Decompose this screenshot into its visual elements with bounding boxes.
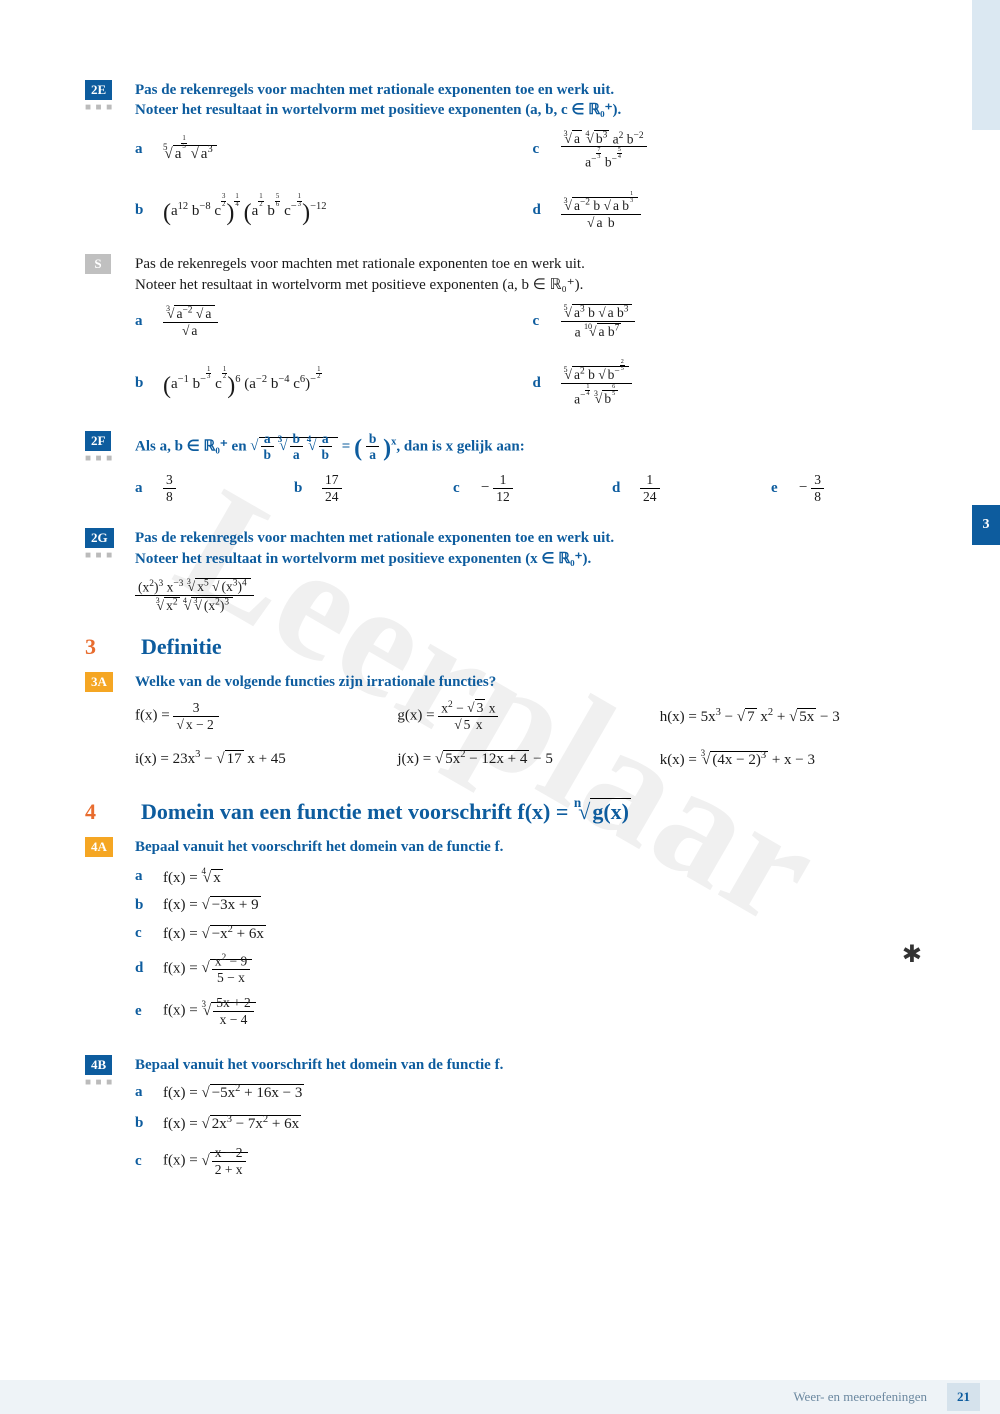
item-letter: c bbox=[135, 925, 153, 942]
exercise-2F: 2F ■ ■ ■ Als a, b ∈ ℝ₀⁺ en ab 3ba 4ab = … bbox=[85, 431, 930, 511]
exercise-2G: 2G ■ ■ ■ Pas de rekenregels voor machten… bbox=[85, 528, 930, 613]
math-expr: 3a−2 aa bbox=[163, 304, 218, 338]
math-expr: h(x) = 5x3 − 7 x2 + 5x − 3 bbox=[660, 707, 840, 726]
math-expr: 124 bbox=[640, 472, 660, 504]
section-heading-3: 3 Definitie bbox=[85, 634, 930, 660]
item-letter: e bbox=[135, 1003, 153, 1020]
item-letter: c bbox=[533, 141, 551, 158]
math-expr: − 38 bbox=[799, 472, 824, 504]
math-expr: 5a15 a3 bbox=[163, 136, 217, 162]
math-expr: 3a 4b3 a2 b−2a−73 b−54 bbox=[561, 129, 647, 171]
page-content: 2E ■ ■ ■ Pas de rekenregels voor machten… bbox=[0, 0, 1000, 1257]
item-letter: a bbox=[135, 141, 153, 158]
math-expr: 38 bbox=[163, 472, 176, 504]
math-expr: 3a−2 b a b13a b bbox=[561, 191, 642, 231]
math-expr: f(x) = −3x + 9 bbox=[163, 897, 261, 914]
item-letter: c bbox=[533, 313, 551, 330]
math-expr: j(x) = 5x2 − 12x + 4 − 5 bbox=[397, 749, 553, 768]
item-letter: c bbox=[135, 1153, 153, 1170]
exercise-S: S Pas de rekenregels voor machten met ra… bbox=[85, 254, 930, 413]
exercise-2E: 2E ■ ■ ■ Pas de rekenregels voor machten… bbox=[85, 80, 930, 236]
math-expr: 1724 bbox=[322, 472, 342, 504]
math-expr: f(x) = −5x2 + 16x − 3 bbox=[163, 1083, 304, 1102]
math-expr: − 112 bbox=[481, 472, 513, 504]
item-letter: b bbox=[135, 375, 153, 392]
math-expr: f(x) = x2 − 95 − x bbox=[163, 953, 252, 986]
page-footer: Weer- en meeroefeningen 21 bbox=[0, 1380, 1000, 1414]
math-expr: (x2)3 x−3 3x5 (x3)43x2 43(x2)3 bbox=[135, 577, 930, 614]
difficulty-dots: ■ ■ ■ bbox=[85, 1077, 121, 1088]
item-letter: d bbox=[533, 375, 551, 392]
item-letter: a bbox=[135, 313, 153, 330]
math-expr: f(x) = 35x + 2x − 4 bbox=[163, 995, 256, 1027]
exercise-3A: 3A Welke van de volgende functies zijn i… bbox=[85, 672, 930, 776]
math-expr: k(x) = 3(4x − 2)3 + x − 3 bbox=[660, 748, 815, 769]
exercise-label: 2E bbox=[85, 80, 112, 100]
item-letter: b bbox=[135, 1115, 153, 1132]
exercise-4B: 4B ■ ■ ■ Bepaal vanuit het voorschrift h… bbox=[85, 1055, 930, 1189]
item-letter: c bbox=[453, 480, 471, 497]
exercise-prompt: Welke van de volgende functies zijn irra… bbox=[135, 672, 930, 692]
math-expr: 5a2 b b−25a−14 3b65 bbox=[561, 359, 632, 406]
item-letter: d bbox=[533, 202, 551, 219]
section-heading-4: 4 Domein van een functie met voorschrift… bbox=[85, 795, 930, 825]
exercise-label: 2F bbox=[85, 431, 111, 451]
math-expr: (a12 b−8 c32)14 (a12 b56 c−13)−12 bbox=[163, 194, 326, 227]
section-number: 4 bbox=[85, 799, 121, 825]
math-expr: g(x) = x2 − 3 x5 x bbox=[397, 700, 498, 733]
exercise-label: 4A bbox=[85, 837, 113, 857]
item-letter: e bbox=[771, 480, 789, 497]
item-letter: a bbox=[135, 1084, 153, 1101]
exercise-prompt: Bepaal vanuit het voorschrift het domein… bbox=[135, 837, 930, 857]
item-letter: b bbox=[135, 202, 153, 219]
item-letter: b bbox=[135, 897, 153, 914]
math-expr: i(x) = 23x3 − 17 x + 45 bbox=[135, 749, 286, 768]
section-number: 3 bbox=[85, 634, 121, 660]
difficulty-dots: ■ ■ ■ bbox=[85, 550, 121, 561]
item-letter: a bbox=[135, 868, 153, 885]
math-expr: 5a3 b a b3a 10a b7 bbox=[561, 303, 636, 340]
math-expr: (a−1 b−13 c12)6 (a−2 b−4 c6)−12 bbox=[163, 367, 322, 400]
section-title: Definitie bbox=[141, 634, 222, 660]
math-expr: f(x) = 2x3 − 7x2 + 6x bbox=[163, 1114, 301, 1133]
exercise-prompt: Pas de rekenregels voor machten met rati… bbox=[135, 528, 930, 569]
exercise-label: S bbox=[85, 254, 111, 274]
item-letter: b bbox=[294, 480, 312, 497]
exercise-prompt: Pas de rekenregels voor machten met rati… bbox=[135, 80, 930, 121]
item-letter: a bbox=[135, 480, 153, 497]
exercise-prompt: Pas de rekenregels voor machten met rati… bbox=[135, 254, 930, 295]
math-expr: f(x) = −x2 + 6x bbox=[163, 924, 266, 943]
difficulty-dots: ■ ■ ■ bbox=[85, 453, 121, 464]
math-expr: f(x) = 3x − 2 bbox=[135, 700, 219, 732]
exercise-label: 2G bbox=[85, 528, 114, 548]
page-number: 21 bbox=[947, 1383, 980, 1411]
item-letter: d bbox=[612, 480, 630, 497]
exercise-label: 4B bbox=[85, 1055, 112, 1075]
difficulty-dots: ■ ■ ■ bbox=[85, 102, 121, 113]
exercise-prompt: Als a, b ∈ ℝ₀⁺ en ab 3ba 4ab = ( ba )x, … bbox=[135, 431, 930, 465]
exercise-prompt: Bepaal vanuit het voorschrift het domein… bbox=[135, 1055, 930, 1075]
item-letter: d bbox=[135, 960, 153, 977]
exercise-4A: 4A Bepaal vanuit het voorschrift het dom… bbox=[85, 837, 930, 1037]
math-expr: f(x) = 4x bbox=[163, 866, 223, 887]
exercise-label: 3A bbox=[85, 672, 113, 692]
section-title: Domein van een functie met voorschrift f… bbox=[141, 795, 631, 825]
math-expr: f(x) = x − 22 + x bbox=[163, 1145, 248, 1177]
footer-text: Weer- en meeroefeningen bbox=[793, 1389, 927, 1405]
